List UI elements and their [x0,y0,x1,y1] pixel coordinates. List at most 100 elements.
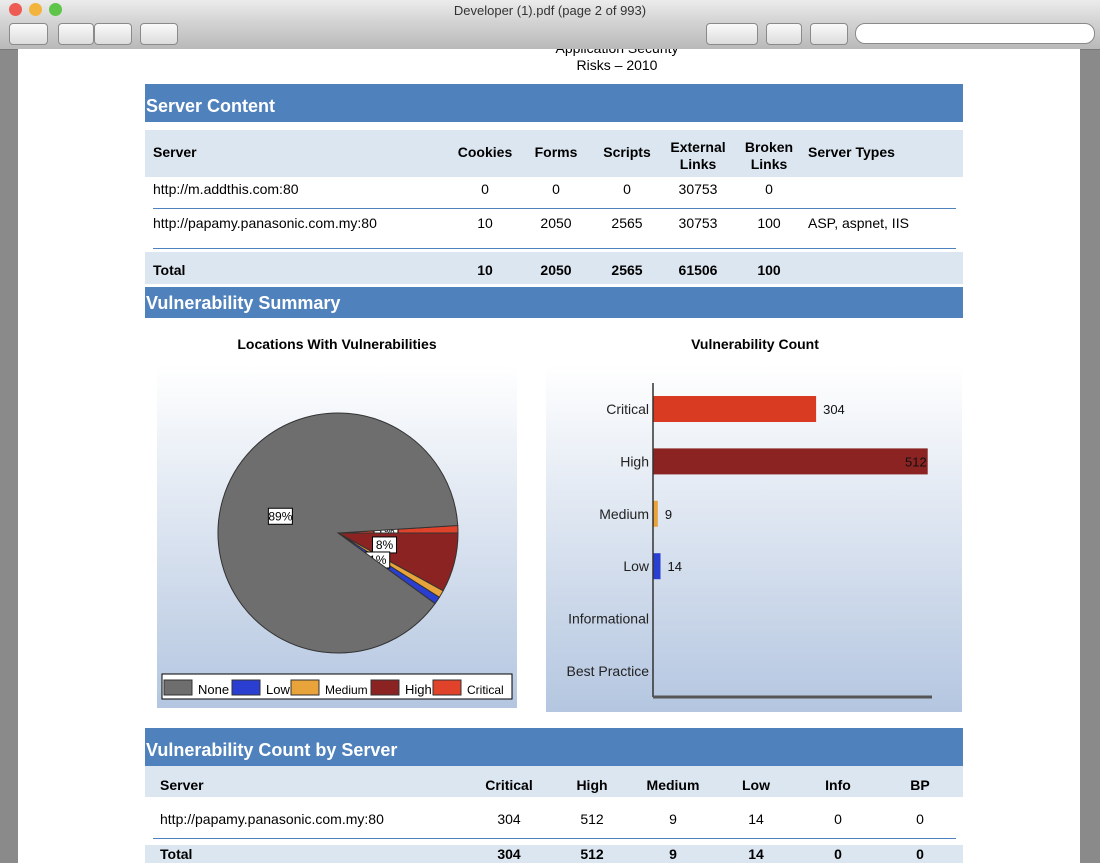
header-cell: 2565 [611,262,643,278]
table-cell: http://papamy.panasonic.com.my:80 [160,811,384,827]
minimize-button[interactable] [29,3,42,16]
data-label: 8% [376,538,394,552]
data-label: 512 [905,454,927,469]
bar [653,553,661,580]
close-button[interactable] [9,3,22,16]
table-cell: 0 [552,181,560,197]
bar [653,500,658,527]
header-cell: Cookies [457,144,513,160]
toolbar [0,22,1100,50]
header-cell: Scripts [603,144,651,160]
header-cell: 100 [757,262,781,278]
row-divider [153,248,956,249]
legend-swatch [290,679,320,696]
table-cell: 30753 [678,181,718,197]
header-cell: External Links [670,139,726,172]
table-cell: 0 [916,811,924,827]
table-cell: 512 [580,811,604,827]
header-cell: Forms [534,144,578,160]
page-header-line: Application Security [556,49,679,56]
charts: Locations With Vulnerabilities1%8%1%89%N… [157,336,962,712]
zoom-out-button[interactable] [58,23,94,45]
sidebar-button[interactable] [9,23,48,45]
bar [653,396,817,422]
search-field[interactable] [855,23,1095,44]
edit-button[interactable] [810,23,848,45]
header-cell: Broken Links [744,139,794,172]
label-box [267,507,293,525]
window-title: Developer (1).pdf (page 2 of 993) [453,3,647,18]
legend-label: Critical [467,683,504,697]
header-cell: 2050 [540,262,572,278]
table-cell: 100 [757,215,781,231]
header-cell: Critical [485,777,533,793]
zoom-button[interactable] [49,3,62,16]
data-label: 304 [823,402,845,417]
zoom-in-button[interactable] [94,23,132,45]
header-cell: High [576,777,608,793]
y-tick-label: Informational [568,611,649,627]
table-header-row [145,766,963,797]
header-cell: Total [160,846,193,862]
legend-label: None [198,682,229,697]
header-cell: 0 [916,846,924,862]
legend-swatch [432,679,462,696]
header-cell: 0 [834,846,842,862]
table-cell: 2050 [540,215,572,231]
header-cell: 10 [477,262,493,278]
header-cell: 14 [748,846,764,862]
bar [653,448,928,475]
data-label: 14 [668,559,682,574]
legend-swatch [163,679,193,696]
table-cell: 0 [481,181,489,197]
table-cell: 304 [497,811,521,827]
legend-label: Medium [325,683,368,697]
header-cell: Low [742,777,770,793]
section-header: Vulnerability Count by Server [145,728,963,766]
header-cell: 61506 [678,262,718,278]
header-cell: Info [825,777,851,793]
chart-panel [546,365,962,712]
table-header-row [145,130,963,177]
data-label: 89% [268,509,292,523]
share-button[interactable] [140,23,178,45]
legend-swatch [370,679,400,696]
table-cell: 2565 [611,215,643,231]
table-cell: 0 [765,181,773,197]
row-divider [153,208,956,209]
y-tick-label: High [620,453,649,469]
pdf-page: Application SecurityRisks – 2010 Server C… [18,49,1080,863]
legend-label: High [405,682,432,697]
header-cell: Server [160,777,204,793]
table-cell: http://papamy.panasonic.com.my:80 [153,215,377,231]
header-cell: 304 [497,846,521,862]
header-cell: 9 [669,846,677,862]
y-tick-label: Medium [599,506,649,522]
header-cell: Server [153,144,197,160]
row-divider [153,838,956,839]
y-tick-label: Critical [606,401,649,417]
table-cell: 0 [834,811,842,827]
annotate-button[interactable] [706,23,758,45]
table-cell: 10 [477,215,493,231]
table-cell: ASP, aspnet, IIS [808,215,909,231]
table-cell: 0 [623,181,631,197]
pie-slice [217,412,459,654]
section-header: Server Content [145,84,963,122]
y-tick-label: Low [623,558,650,574]
header-cell: Server Types [808,144,895,160]
title-bar: Developer (1).pdf (page 2 of 993) [0,0,1100,22]
page-header-line: Risks – 2010 [576,57,658,73]
header-cell: Medium [646,777,700,793]
rotate-button[interactable] [766,23,802,45]
table-cell: http://m.addthis.com:80 [153,181,299,197]
legend-label: Low [266,682,290,697]
table-cell: 30753 [678,215,718,231]
chart-title: Vulnerability Count [691,336,819,352]
header-cell: BP [910,777,930,793]
chart-title: Locations With Vulnerabilities [237,336,436,352]
y-tick-label: Best Practice [567,663,650,679]
header-cell: Total [153,262,186,278]
table-cell: 9 [669,811,677,827]
